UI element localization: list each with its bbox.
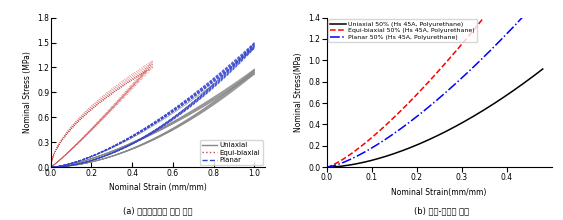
X-axis label: Nominal Strain (mm/mm): Nominal Strain (mm/mm) xyxy=(109,183,207,192)
Line: Planar 50% (Hs 45A, Polyurethane): Planar 50% (Hs 45A, Polyurethane) xyxy=(327,0,543,167)
Planar 50% (Hs 45A, Polyurethane) xyxy=(521,14,528,17)
Uniaxial 50% (Hs 45A, Polyurethane) xyxy=(323,166,330,169)
Planar 50% (Hs 45A, Polyurethane) xyxy=(323,166,330,169)
Planar 50% (Hs 45A, Polyurethane) xyxy=(381,139,387,141)
Uniaxial 50% (Hs 45A, Polyurethane) xyxy=(539,68,546,70)
Uniaxial 50% (Hs 45A, Polyurethane) xyxy=(336,165,343,168)
Planar 50% (Hs 45A, Polyurethane) xyxy=(363,150,370,152)
X-axis label: Nominal Strain(mm/mm): Nominal Strain(mm/mm) xyxy=(391,188,487,197)
Legend: Uniaxial 50% (Hs 45A, Polyurethane), Equi-biaxial 50% (Hs 45A, Polyurethane), Pl: Uniaxial 50% (Hs 45A, Polyurethane), Equ… xyxy=(328,20,477,42)
Equi-biaxial 50% (Hs 45A, Polyurethane) xyxy=(323,166,330,169)
Line: Uniaxial 50% (Hs 45A, Polyurethane): Uniaxial 50% (Hs 45A, Polyurethane) xyxy=(327,69,543,167)
Uniaxial 50% (Hs 45A, Polyurethane) xyxy=(529,76,535,79)
Y-axis label: Nominal Stress (MPa): Nominal Stress (MPa) xyxy=(23,51,32,133)
Legend: Uniaxial, Equi-biaxial, Planar: Uniaxial, Equi-biaxial, Planar xyxy=(199,140,262,165)
Equi-biaxial 50% (Hs 45A, Polyurethane) xyxy=(381,125,387,128)
Equi-biaxial 50% (Hs 45A, Polyurethane) xyxy=(363,141,370,143)
Y-axis label: Nominal Stress(MPa): Nominal Stress(MPa) xyxy=(294,53,302,132)
Uniaxial 50% (Hs 45A, Polyurethane) xyxy=(521,82,528,84)
Equi-biaxial 50% (Hs 45A, Polyurethane) xyxy=(332,162,338,165)
Equi-biaxial 50% (Hs 45A, Polyurethane) xyxy=(336,160,343,163)
Text: (a) 히스테리시스 루프 선도: (a) 히스테리시스 루프 선도 xyxy=(123,207,193,216)
Planar 50% (Hs 45A, Polyurethane) xyxy=(336,163,343,165)
Line: Equi-biaxial 50% (Hs 45A, Polyurethane): Equi-biaxial 50% (Hs 45A, Polyurethane) xyxy=(327,0,543,167)
Uniaxial 50% (Hs 45A, Polyurethane) xyxy=(332,165,338,168)
Uniaxial 50% (Hs 45A, Polyurethane) xyxy=(381,156,387,158)
Planar 50% (Hs 45A, Polyurethane) xyxy=(529,6,535,8)
Text: (b) 응력-변형률 선도: (b) 응력-변형률 선도 xyxy=(414,207,470,216)
Planar 50% (Hs 45A, Polyurethane) xyxy=(332,164,338,167)
Uniaxial 50% (Hs 45A, Polyurethane) xyxy=(363,160,370,163)
